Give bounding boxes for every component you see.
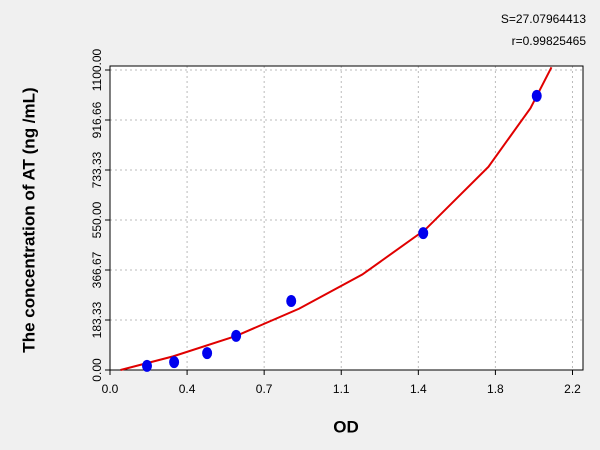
fit-curve	[120, 66, 553, 371]
x-tick-label: 1.4	[410, 382, 427, 396]
data-point	[286, 295, 297, 307]
y-tick-label: 916.66	[90, 101, 104, 138]
data-point	[231, 329, 242, 342]
x-tick-label: 2.2	[564, 382, 581, 396]
x-tick-label: 1.1	[333, 382, 350, 396]
plot-area	[110, 66, 583, 370]
data-point	[531, 89, 542, 102]
data-point	[202, 347, 213, 360]
stat-s: S=27.07964413	[501, 12, 586, 26]
data-point	[141, 359, 152, 372]
x-tick-label: 0.0	[102, 382, 119, 396]
x-tick-label: 0.7	[256, 382, 273, 396]
y-tick-label: 0.00	[90, 358, 104, 382]
plot-frame	[109, 65, 584, 371]
y-axis-label: The concentration of AT (ng /mL)	[19, 87, 38, 352]
x-axis-label: OD	[333, 417, 359, 436]
data-point	[418, 227, 429, 240]
y-tick-label: 550.00	[90, 201, 104, 238]
x-tick-label: 1.8	[487, 382, 504, 396]
y-tick-label: 366.67	[90, 251, 104, 288]
y-tick-label: 733.33	[90, 151, 104, 188]
data-point	[169, 356, 180, 369]
y-tick-label: 1100.00	[90, 48, 104, 91]
y-tick-label: 183.33	[90, 301, 104, 338]
x-tick-label: 0.4	[179, 382, 196, 396]
stat-r: r=0.99825465	[512, 34, 587, 48]
